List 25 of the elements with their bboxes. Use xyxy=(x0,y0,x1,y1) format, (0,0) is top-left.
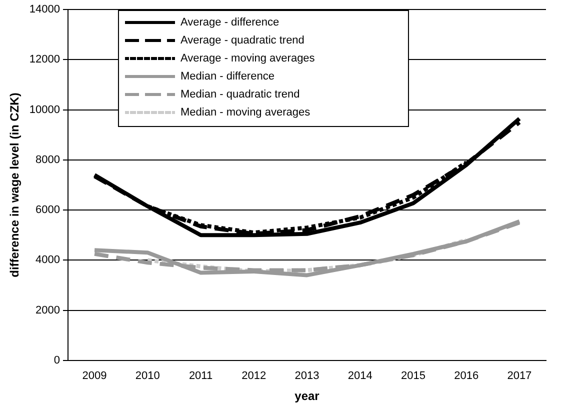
x-tick-label: 2013 xyxy=(294,370,320,382)
x-tick-label: 2016 xyxy=(454,370,479,382)
y-tick-label: 14000 xyxy=(29,4,60,16)
legend-label: Average - moving averages xyxy=(180,52,316,65)
legend-label: Median - quadratic trend xyxy=(180,88,300,101)
x-tick-label: 2010 xyxy=(135,370,160,382)
y-tick-label: 10000 xyxy=(29,104,60,116)
y-tick-label: 12000 xyxy=(29,54,60,66)
y-axis-title: difference in wage level (in CZK) xyxy=(8,92,22,278)
x-tick-label: 2011 xyxy=(188,370,213,382)
x-axis-title: year xyxy=(294,389,320,404)
x-tick-label: 2015 xyxy=(400,370,426,382)
legend-label: Median - moving averages xyxy=(180,106,311,119)
x-tick-label: 2017 xyxy=(507,370,532,382)
y-tick-label: 2000 xyxy=(36,304,60,316)
y-tick-label: 0 xyxy=(54,354,60,366)
x-tick-label: 2009 xyxy=(82,370,107,382)
y-tick-label: 4000 xyxy=(36,254,60,266)
legend-label: Average - quadratic trend xyxy=(180,34,304,47)
y-tick-label: 8000 xyxy=(36,154,60,166)
legend-label: Average - difference xyxy=(180,16,280,29)
x-tick-label: 2012 xyxy=(242,370,266,382)
y-tick-label: 6000 xyxy=(36,204,60,216)
legend-label: Median - difference xyxy=(180,70,274,83)
x-tick-label: 2014 xyxy=(348,370,372,382)
